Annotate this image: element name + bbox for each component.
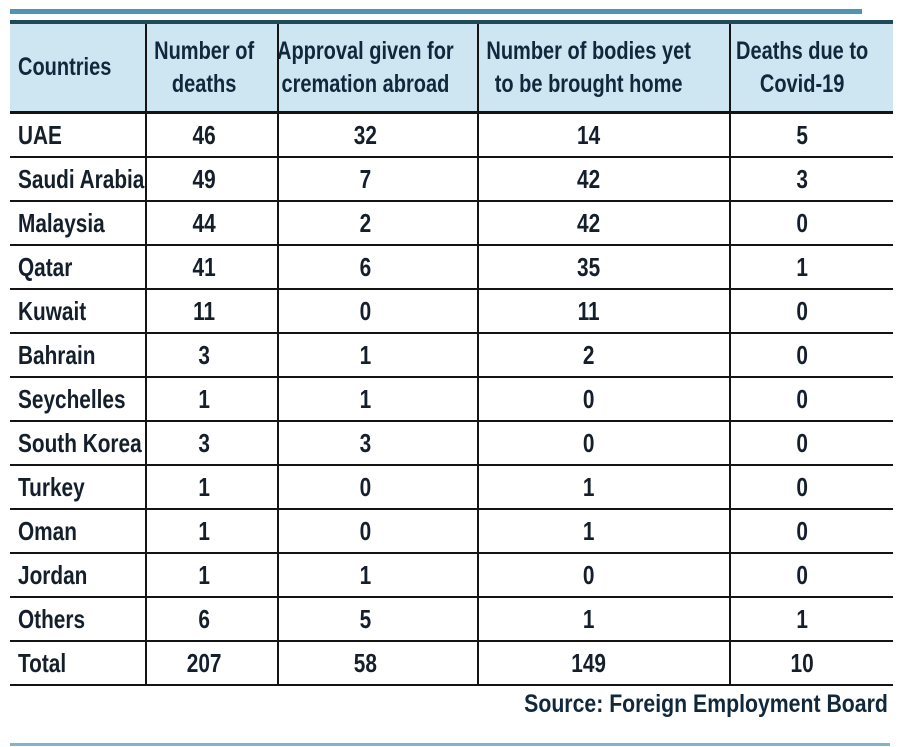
- cremation-approval-cell: 1: [277, 378, 477, 420]
- covid-deaths-cell: 0: [729, 554, 893, 596]
- cremation-approval-cell: 0: [277, 466, 477, 508]
- cremation-approval-cell: 1: [277, 554, 477, 596]
- deaths-cell: 1: [145, 466, 277, 508]
- country-cell: Seychelles: [18, 383, 126, 414]
- table-row: Bahrain 3 1 2 0: [10, 334, 893, 378]
- deaths-cell: 3: [145, 334, 277, 376]
- covid-deaths-cell: 1: [729, 246, 893, 288]
- deaths-cell: 11: [145, 290, 277, 332]
- table-row: Others 6 5 1 1: [10, 598, 893, 642]
- bodies-yet-home-cell: 0: [477, 378, 729, 420]
- covid-deaths-cell: 0: [729, 378, 893, 420]
- covid-deaths-cell: 0: [729, 466, 893, 508]
- table-row: Qatar 41 6 35 1: [10, 246, 893, 290]
- deaths-cell: 44: [145, 202, 277, 244]
- bodies-yet-home-cell: 11: [477, 290, 729, 332]
- table-row: Seychelles 1 1 0 0: [10, 378, 893, 422]
- bodies-yet-home-cell: 42: [477, 158, 729, 200]
- country-cell: Malaysia: [18, 207, 105, 238]
- source-credit: Source: Foreign Employment Board: [524, 690, 888, 718]
- country-cell: Saudi Arabia: [18, 163, 145, 194]
- cremation-approval-cell: 3: [277, 422, 477, 464]
- cremation-approval-cell: 7: [277, 158, 477, 200]
- table-row: South Korea 3 3 0 0: [10, 422, 893, 466]
- bodies-yet-home-cell: 0: [477, 422, 729, 464]
- country-cell: Oman: [18, 515, 77, 546]
- column-header-label: Deaths due to Covid-19: [735, 37, 868, 98]
- deaths-cell: 46: [145, 114, 277, 156]
- cremation-approval-cell: 0: [277, 510, 477, 552]
- covid-deaths-cell: 0: [729, 334, 893, 376]
- column-header-number-of-deaths: Number of deaths: [145, 24, 277, 111]
- deaths-cell: 1: [145, 378, 277, 420]
- table-row: Jordan 1 1 0 0: [10, 554, 893, 598]
- covid-deaths-cell: 3: [729, 158, 893, 200]
- covid-deaths-cell: 0: [729, 510, 893, 552]
- country-cell: UAE: [18, 119, 62, 150]
- country-cell: Jordan: [18, 559, 88, 590]
- deaths-abroad-table: Countries Number of deaths Approval give…: [10, 20, 893, 686]
- deaths-cell: 49: [145, 158, 277, 200]
- table-row: Malaysia 44 2 42 0: [10, 202, 893, 246]
- deaths-cell: 1: [145, 510, 277, 552]
- covid-deaths-cell: 0: [729, 202, 893, 244]
- column-header-label: Number of deaths: [153, 37, 254, 98]
- covid-deaths-cell: 1: [729, 598, 893, 640]
- bodies-yet-home-cell: 2: [477, 334, 729, 376]
- bodies-yet-home-cell: 1: [477, 510, 729, 552]
- bodies-yet-home-cell: 42: [477, 202, 729, 244]
- country-cell: Qatar: [18, 251, 73, 282]
- deaths-cell: 3: [145, 422, 277, 464]
- top-accent-rule: [10, 9, 862, 14]
- covid-deaths-cell: 0: [729, 290, 893, 332]
- column-header-label: Number of bodies yet to be brought home: [486, 37, 691, 98]
- bodies-yet-home-cell: 149: [477, 642, 729, 684]
- column-header-label: Approval given for cremation abroad: [277, 37, 454, 98]
- column-header-countries: Countries: [10, 24, 145, 111]
- covid-deaths-cell: 10: [729, 642, 893, 684]
- table-row: Turkey 1 0 1 0: [10, 466, 893, 510]
- deaths-cell: 207: [145, 642, 277, 684]
- table-total-row: Total 207 58 149 10: [10, 642, 893, 686]
- cremation-approval-cell: 58: [277, 642, 477, 684]
- table-row: Kuwait 11 0 11 0: [10, 290, 893, 334]
- deaths-cell: 1: [145, 554, 277, 596]
- cremation-approval-cell: 0: [277, 290, 477, 332]
- deaths-cell: 6: [145, 598, 277, 640]
- column-header-bodies-yet-home: Number of bodies yet to be brought home: [477, 24, 729, 111]
- table-row: UAE 46 32 14 5: [10, 114, 893, 158]
- table-row: Saudi Arabia 49 7 42 3: [10, 158, 893, 202]
- table-row: Oman 1 0 1 0: [10, 510, 893, 554]
- column-header-approval-cremation: Approval given for cremation abroad: [277, 24, 477, 111]
- column-header-covid-deaths: Deaths due to Covid-19: [729, 24, 893, 111]
- country-cell: Total: [18, 647, 67, 678]
- country-cell: Bahrain: [18, 339, 96, 370]
- cremation-approval-cell: 6: [277, 246, 477, 288]
- table-header-row: Countries Number of deaths Approval give…: [10, 20, 893, 114]
- bodies-yet-home-cell: 0: [477, 554, 729, 596]
- country-cell: Kuwait: [18, 295, 87, 326]
- cremation-approval-cell: 1: [277, 334, 477, 376]
- bodies-yet-home-cell: 1: [477, 598, 729, 640]
- cremation-approval-cell: 32: [277, 114, 477, 156]
- bodies-yet-home-cell: 1: [477, 466, 729, 508]
- table-body: UAE 46 32 14 5 Saudi Arabia 49 7 42 3 Ma…: [10, 114, 893, 686]
- cremation-approval-cell: 5: [277, 598, 477, 640]
- country-cell: Others: [18, 603, 86, 634]
- bodies-yet-home-cell: 14: [477, 114, 729, 156]
- country-cell: Turkey: [18, 471, 85, 502]
- column-header-label: Countries: [18, 53, 112, 82]
- bodies-yet-home-cell: 35: [477, 246, 729, 288]
- country-cell: South Korea: [18, 427, 142, 458]
- covid-deaths-cell: 5: [729, 114, 893, 156]
- cremation-approval-cell: 2: [277, 202, 477, 244]
- bottom-accent-rule: [10, 743, 890, 746]
- covid-deaths-cell: 0: [729, 422, 893, 464]
- deaths-cell: 41: [145, 246, 277, 288]
